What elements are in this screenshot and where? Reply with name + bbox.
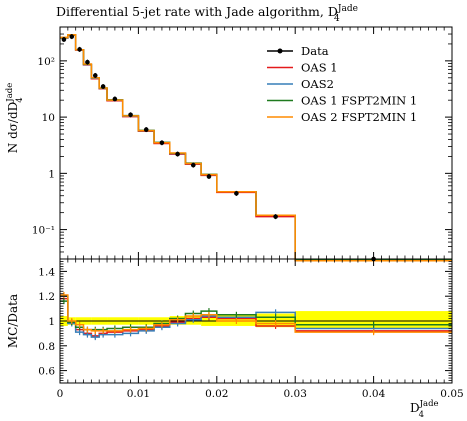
data-point: [85, 59, 90, 65]
data-point: [175, 151, 180, 157]
main-series-line-2: [60, 34, 452, 261]
main-y-tick-label: 10: [42, 112, 55, 124]
legend-label-0: OAS 1: [301, 61, 338, 75]
main-y-axis-label: N dσ/dDJade4: [5, 83, 25, 154]
ratio-y-tick-label: 1.2: [38, 291, 55, 303]
main-series-line-3: [60, 33, 452, 262]
x-tick-label: 0.04: [362, 388, 386, 400]
data-point: [234, 191, 239, 196]
ratio-y-tick-label: 1: [48, 316, 55, 328]
data-point: [159, 140, 165, 146]
legend-label-3: OAS 2 FSPT2MIN 1: [301, 110, 417, 124]
ratio-y-tick-label: 0.6: [38, 366, 55, 378]
x-axis-label: DJade 4: [410, 399, 439, 420]
chart-title: Differential 5-jet rate with Jade algori…: [56, 4, 358, 24]
x-tick-label: 0.01: [127, 388, 150, 400]
main-y-tick-label: 1: [48, 168, 55, 180]
x-tick-label: 0.03: [284, 388, 307, 400]
data-point: [206, 174, 212, 179]
legend-label-data: Data: [301, 44, 329, 58]
data-point: [61, 37, 67, 42]
main-panel: 10² 10 1 10⁻¹ N dσ/dDJade4 Data OAS 1 OAS2 OAS…: [5, 26, 453, 262]
data-point: [69, 34, 75, 39]
ratio-panel: 0.6 0.8 1 1.2 1.4 0 0.01 0.02 0.03 0.04 0.05 MC/D…: [6, 258, 464, 420]
legend-data-marker: [277, 48, 283, 54]
data-point: [128, 112, 133, 118]
main-series-line-1: [60, 34, 452, 261]
data-point: [273, 214, 278, 219]
data-point: [143, 127, 149, 132]
ratio-y-tick-label: 0.8: [38, 341, 55, 353]
data-point: [112, 96, 118, 102]
data-point: [100, 84, 106, 89]
data-point: [92, 73, 98, 78]
data-point: [77, 47, 82, 52]
legend-label-2: OAS 1 FSPT2MIN 1: [301, 94, 417, 108]
main-series-line-0: [60, 34, 452, 262]
x-tick-label: 0: [57, 388, 64, 400]
x-tick-label: 0.02: [205, 388, 228, 400]
ratio-y-tick-label: 1.4: [38, 266, 55, 278]
main-y-tick-label: 10²: [37, 56, 55, 68]
main-y-tick-label: 10⁻¹: [32, 225, 55, 237]
main-plot-frame: [59, 26, 453, 260]
legend-label-1: OAS2: [301, 77, 334, 91]
legend: Data OAS 1 OAS2 OAS 1 FSPT2MIN 1 OAS 2 FSPT2…: [267, 44, 417, 124]
x-tick-label: 0.05: [440, 388, 463, 400]
ratio-y-axis-label: MC/Data: [6, 294, 20, 348]
data-point: [190, 162, 196, 168]
